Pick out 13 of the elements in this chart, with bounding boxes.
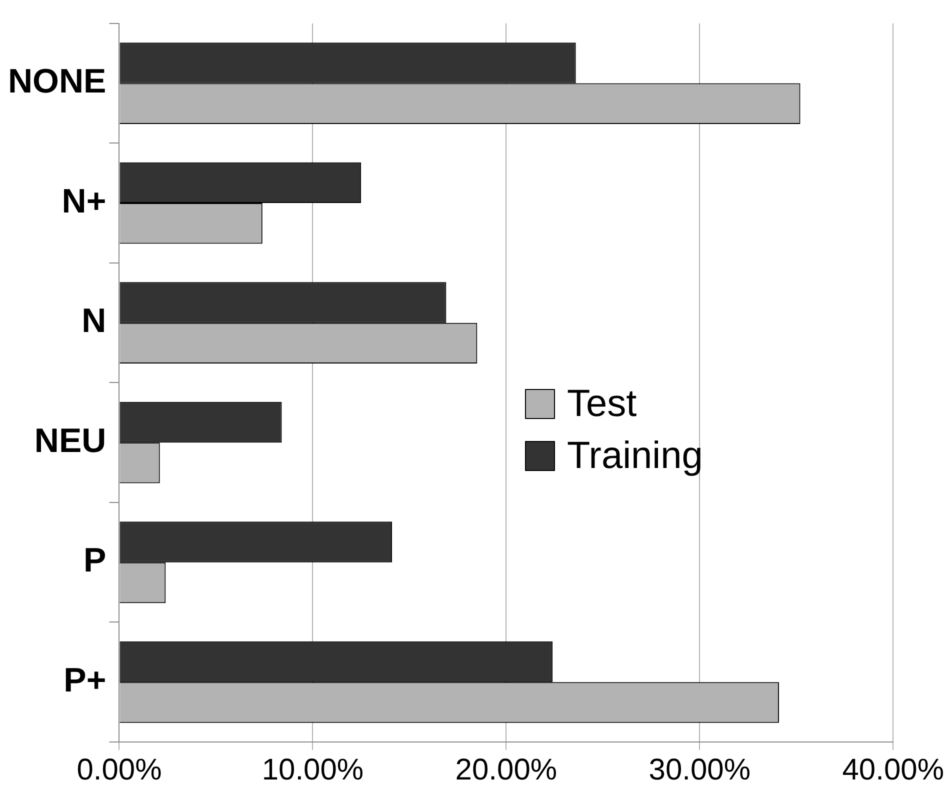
- y-tick-label: N+: [62, 182, 106, 220]
- y-tick-label: P: [84, 542, 106, 580]
- x-tick-label: 10.00%: [262, 753, 364, 786]
- y-tick-label: NONE: [8, 62, 106, 101]
- y-tick-label: NEU: [34, 422, 106, 460]
- y-tick-label: P+: [64, 661, 106, 700]
- x-tick-label: 0.00%: [76, 753, 162, 786]
- legend-label: Training: [567, 434, 703, 479]
- x-tick-label: 20.00%: [455, 753, 558, 786]
- legend-label: Test: [567, 382, 637, 427]
- y-tick-label: N: [82, 302, 106, 340]
- x-tick-label: 30.00%: [648, 753, 751, 786]
- x-tick-label: 40.00%: [842, 753, 944, 786]
